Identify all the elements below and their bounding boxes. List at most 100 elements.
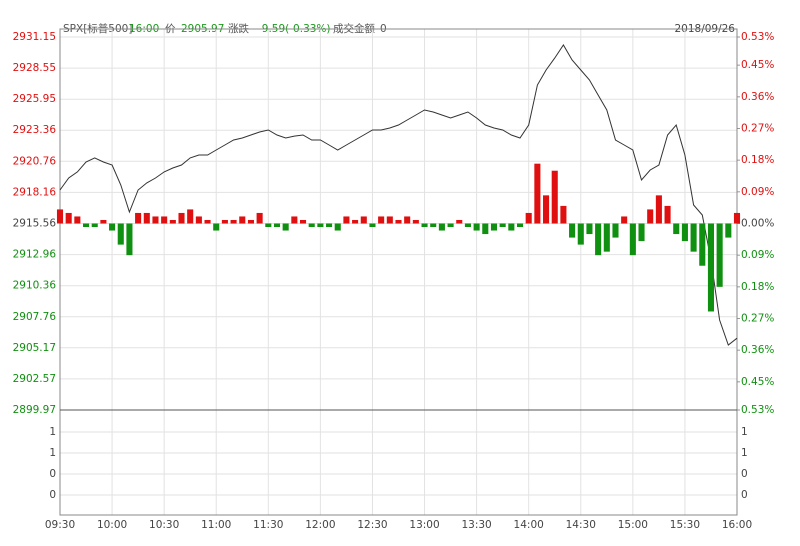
- change-bar: [647, 209, 654, 224]
- change-bar: [525, 212, 532, 224]
- volume-tick-label: 0: [741, 468, 748, 480]
- change-bar: [100, 219, 107, 224]
- change-bar: [65, 212, 72, 224]
- change-bar: [577, 223, 584, 245]
- x-tick-label: 12:00: [305, 519, 335, 531]
- price-line: [59, 44, 738, 346]
- change-bar: [586, 223, 593, 235]
- y-tick-label: 2899.97: [13, 404, 56, 416]
- change-bar: [725, 223, 732, 238]
- change-bar: [412, 219, 419, 224]
- change-bar: [473, 223, 480, 231]
- y2-tick-label: 0.45%: [741, 59, 774, 71]
- x-tick-label: 13:00: [409, 519, 439, 531]
- change-bar: [291, 216, 298, 224]
- change-bar: [204, 219, 211, 224]
- y-tick-label: 2920.76: [13, 155, 57, 167]
- change-bar: [352, 219, 359, 224]
- x-tick-label: 09:30: [45, 519, 75, 531]
- change-bar: [369, 223, 376, 228]
- change-bar: [681, 223, 688, 242]
- volume-tick-label: 1: [741, 447, 748, 459]
- change-bar: [499, 223, 506, 228]
- change-bar: [456, 219, 463, 224]
- change-bar: [152, 216, 159, 224]
- plot-frame: [59, 28, 738, 516]
- change-bar: [178, 212, 185, 224]
- volume-tick-label: 1: [49, 426, 56, 438]
- x-tick-label: 10:30: [149, 519, 179, 531]
- change-bar: [117, 223, 124, 245]
- y2-tick-label: 0.00%: [741, 218, 774, 230]
- change-bar: [239, 216, 246, 224]
- change-bar: [421, 223, 428, 228]
- change-bar: [169, 219, 176, 224]
- change-bar: [273, 223, 281, 228]
- change-bar: [265, 223, 272, 228]
- x-tick-label: 14:00: [514, 519, 544, 531]
- frame-bg: [14, 20, 774, 520]
- change-bar: [569, 223, 576, 238]
- y-tick-label: 2912.96: [13, 249, 57, 261]
- change-bar: [195, 216, 202, 224]
- change-bar: [621, 216, 628, 224]
- change-bar: [508, 223, 515, 231]
- change-bar: [560, 205, 567, 224]
- change-bar: [299, 219, 307, 224]
- y2-tick-label: 0.53%: [741, 404, 774, 416]
- y-tick-label: 2905.17: [13, 342, 56, 354]
- volume-tick-label: 1: [49, 447, 56, 459]
- x-tick-label: 16:00: [722, 519, 752, 531]
- change-bar: [213, 223, 220, 231]
- change-bar: [83, 223, 90, 228]
- volume-tick-label: 0: [741, 489, 748, 501]
- y2-tick-label: 0.53%: [741, 31, 774, 43]
- change-bar: [673, 223, 680, 235]
- change-bar: [326, 223, 333, 228]
- change-bar: [187, 209, 194, 224]
- y-tick-label: 2923.36: [13, 124, 57, 136]
- change-bar: [135, 212, 142, 224]
- change-bar: [308, 223, 315, 228]
- y2-tick-label: 0.09%: [741, 186, 774, 198]
- change-bar: [378, 216, 385, 224]
- change-bar: [395, 219, 402, 224]
- x-tick-label: 13:30: [461, 519, 491, 531]
- change-bar: [516, 223, 524, 228]
- change-bar: [655, 195, 662, 224]
- change-bar: [438, 223, 445, 231]
- change-bar: [490, 223, 498, 231]
- change-bar: [334, 223, 341, 231]
- change-bar: [221, 219, 228, 224]
- y-tick-label: 2910.36: [13, 280, 57, 292]
- change-bar: [664, 205, 671, 224]
- change-bar: [638, 223, 645, 242]
- change-bar: [603, 223, 610, 252]
- change-bar: [690, 223, 697, 252]
- y2-tick-label: 0.36%: [741, 91, 774, 103]
- volume-tick-label: 0: [49, 468, 56, 480]
- change-bar: [612, 223, 619, 238]
- change-bar: [482, 223, 489, 235]
- y-tick-label: 2931.15: [13, 31, 56, 43]
- change-bar: [464, 223, 471, 228]
- change-bar: [230, 219, 237, 224]
- volume-tick-label: 1: [741, 426, 748, 438]
- change-bar: [109, 223, 116, 231]
- change-bar: [74, 216, 81, 224]
- x-tick-label: 14:30: [566, 519, 596, 531]
- y-tick-label: 2928.55: [13, 62, 56, 74]
- x-tick-label: 10:00: [97, 519, 127, 531]
- y-tick-label: 2918.16: [13, 186, 57, 198]
- change-bar: [404, 216, 411, 224]
- change-bar: [282, 223, 289, 231]
- y2-tick-label: 0.18%: [741, 281, 774, 293]
- change-bar: [733, 212, 741, 224]
- change-bar: [360, 216, 367, 224]
- change-bar: [551, 170, 558, 224]
- y2-tick-label: 0.09%: [741, 249, 774, 261]
- change-bar: [543, 195, 550, 224]
- change-bar: [699, 223, 706, 266]
